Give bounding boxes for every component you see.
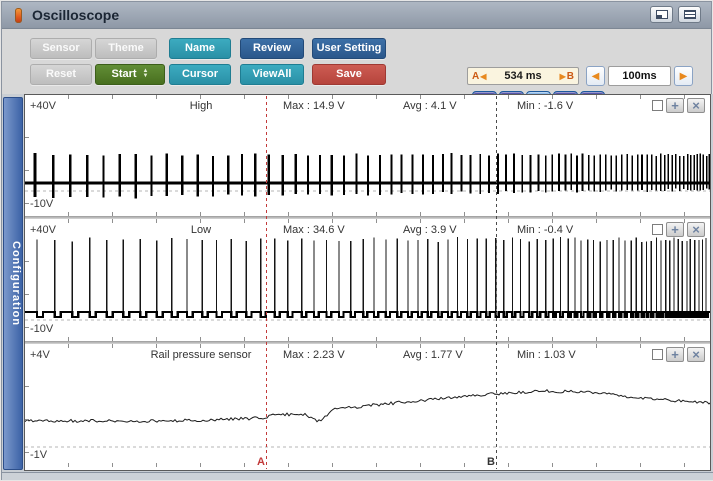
a-left-arrow-icon: ◀ <box>480 72 486 81</box>
scale-top-label: +40V <box>30 224 56 236</box>
interval-decrease-button[interactable]: ◀ <box>586 66 605 86</box>
viewall-button[interactable]: ViewAll <box>240 64 304 85</box>
ab-delta-value: 534 ms <box>504 70 541 82</box>
channel-checkbox[interactable] <box>652 224 663 235</box>
start-button-label: Start <box>111 68 136 80</box>
scope-area: Configuration +40V High Max : 14.9 V Avg… <box>2 94 713 473</box>
close-channel-button[interactable]: × <box>687 347 705 362</box>
left-ticks <box>25 105 29 206</box>
theme-button[interactable]: Theme <box>95 38 157 59</box>
channel-panel-low: +40V Low Max : 34.6 V Avg : 3.9 V Min : … <box>25 219 710 341</box>
waveform-rail-pressure <box>25 344 710 467</box>
configuration-tab[interactable]: Configuration <box>3 97 23 470</box>
cursor-a-line[interactable] <box>266 96 267 469</box>
sensor-button[interactable]: Sensor <box>30 38 92 59</box>
min-readout: Min : -1.6 V <box>517 100 573 112</box>
user-setting-button[interactable]: User Setting <box>312 38 386 59</box>
max-readout: Max : 34.6 V <box>283 224 345 236</box>
max-readout: Max : 2.23 V <box>283 349 345 361</box>
start-spinner-icon: ▲▼ <box>143 69 149 79</box>
window-bottom-strip <box>2 472 713 480</box>
channel-panel-high: +40V High Max : 14.9 V Avg : 4.1 V Min :… <box>25 95 710 216</box>
channel-panel-rail-pressure: +4V Rail pressure sensor Max : 2.23 V Av… <box>25 344 710 467</box>
detach-window-icon <box>656 10 668 19</box>
close-channel-button[interactable]: × <box>687 222 705 237</box>
scale-top-label: +40V <box>30 100 56 112</box>
cursor-b-label: B <box>487 456 495 468</box>
detach-window-button[interactable] <box>650 6 673 23</box>
tile-window-button[interactable] <box>678 6 701 23</box>
close-channel-button[interactable]: × <box>687 98 705 113</box>
max-readout: Max : 14.9 V <box>283 100 345 112</box>
scale-bottom-label: -10V <box>30 198 53 210</box>
tile-window-icon <box>684 10 696 19</box>
name-button[interactable]: Name <box>169 38 231 59</box>
start-button[interactable]: Start ▲▼ <box>95 64 165 85</box>
min-readout: Min : -0.4 V <box>517 224 573 236</box>
channel-checkbox[interactable] <box>652 100 663 111</box>
scale-bottom-label: -10V <box>30 323 53 335</box>
avg-readout: Avg : 1.77 V <box>403 349 463 361</box>
review-button[interactable]: Review <box>240 38 304 59</box>
toolbar: Sensor Theme Name Review User Setting Re… <box>2 30 711 94</box>
cursor-a-label: A <box>257 456 265 468</box>
save-button[interactable]: Save <box>312 64 386 85</box>
title-bar: Oscilloscope <box>2 2 711 29</box>
cursor-b-line[interactable] <box>496 96 497 469</box>
channel-panels: +40V High Max : 14.9 V Avg : 4.1 V Min :… <box>24 94 711 471</box>
step-right-icon: ▶ <box>680 71 688 82</box>
scale-bottom-label: -1V <box>30 449 47 461</box>
channel-name: Rail pressure sensor <box>121 349 281 361</box>
zoom-in-button[interactable]: + <box>666 347 684 362</box>
oscilloscope-window: Oscilloscope Sensor Theme Name Review Us… <box>1 1 712 480</box>
waveform-high <box>25 95 710 216</box>
min-readout: Min : 1.03 V <box>517 349 576 361</box>
scale-top-label: +4V <box>30 349 50 361</box>
reset-button[interactable]: Reset <box>30 64 92 85</box>
step-left-icon: ◀ <box>592 71 600 82</box>
cursor-a-end: A◀ <box>472 71 486 82</box>
channel-name: Low <box>121 224 281 236</box>
interval-increase-button[interactable]: ▶ <box>674 66 693 86</box>
app-icon <box>15 8 22 23</box>
interval-value[interactable]: 100ms <box>608 66 671 86</box>
waveform-low <box>25 219 710 341</box>
left-ticks <box>25 354 29 457</box>
ab-time-readout: A◀ 534 ms ▶B <box>467 67 579 85</box>
channel-name: High <box>121 100 281 112</box>
cursor-button[interactable]: Cursor <box>169 64 231 85</box>
b-right-arrow-icon: ▶ <box>560 72 566 81</box>
avg-readout: Avg : 4.1 V <box>403 100 457 112</box>
avg-readout: Avg : 3.9 V <box>403 224 457 236</box>
zoom-in-button[interactable]: + <box>666 98 684 113</box>
window-title: Oscilloscope <box>32 7 119 23</box>
zoom-in-button[interactable]: + <box>666 222 684 237</box>
cursor-b-end: ▶B <box>560 71 574 82</box>
left-ticks <box>25 229 29 331</box>
screen: Oscilloscope Sensor Theme Name Review Us… <box>0 0 713 481</box>
channel-checkbox[interactable] <box>652 349 663 360</box>
